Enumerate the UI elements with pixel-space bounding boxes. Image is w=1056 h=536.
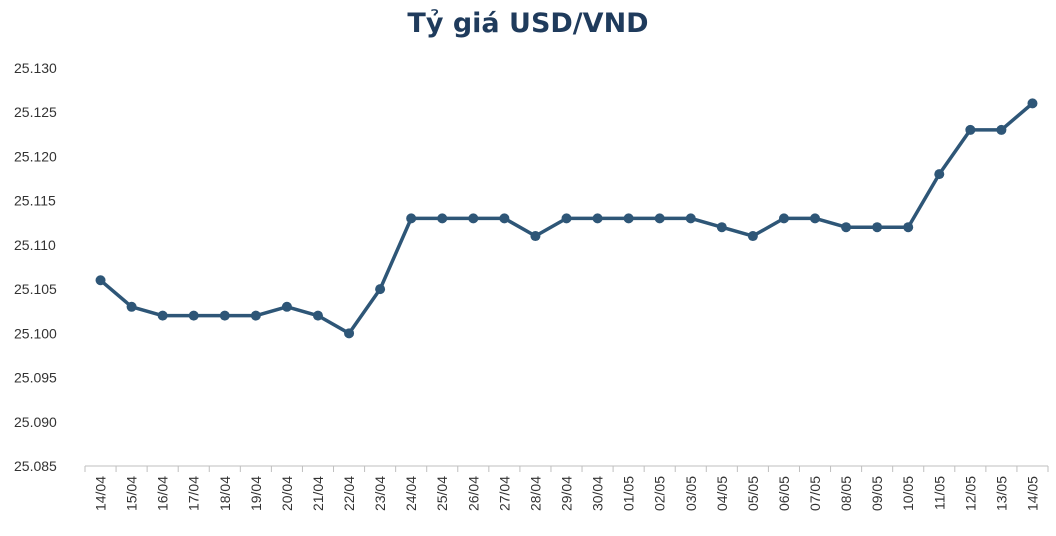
x-tick-label: 26/04 (465, 476, 481, 511)
x-tick-label: 28/04 (527, 476, 543, 511)
data-point (157, 310, 168, 321)
data-point (965, 124, 976, 135)
x-tick-label: 17/04 (186, 476, 202, 511)
x-tick-label: 13/05 (993, 476, 1009, 511)
x-tick-label: 18/04 (217, 476, 233, 511)
data-point (188, 310, 199, 321)
y-tick-label: 25.120 (14, 148, 57, 164)
data-point (872, 222, 883, 233)
x-tick-label: 21/04 (310, 476, 326, 511)
data-point (810, 213, 821, 224)
y-tick-label: 25.105 (14, 281, 57, 297)
x-tick-label: 15/04 (124, 476, 140, 511)
x-tick-label: 24/04 (403, 476, 419, 511)
data-point (592, 213, 603, 224)
data-point (95, 275, 106, 286)
x-tick-label: 03/05 (683, 476, 699, 511)
data-point (654, 213, 665, 224)
data-point (281, 301, 292, 312)
x-tick-label: 16/04 (155, 476, 171, 511)
data-point (996, 124, 1007, 135)
data-point (219, 310, 230, 321)
data-point (747, 231, 758, 242)
x-tick-label: 10/05 (900, 476, 916, 511)
data-point (126, 301, 137, 312)
x-tick-label: 08/05 (838, 476, 854, 511)
data-point (499, 213, 510, 224)
x-tick-label: 04/05 (714, 476, 730, 511)
x-tick-label: 06/05 (776, 476, 792, 511)
x-tick-label: 27/04 (496, 476, 512, 511)
y-tick-label: 25.085 (14, 458, 57, 474)
data-point (375, 284, 386, 295)
y-tick-label: 25.100 (14, 325, 57, 341)
x-tick-label: 11/05 (931, 476, 947, 510)
y-tick-label: 25.110 (14, 237, 56, 253)
data-point (468, 213, 479, 224)
data-point (841, 222, 852, 233)
x-tick-label: 02/05 (652, 476, 668, 511)
y-tick-label: 25.090 (14, 414, 57, 430)
data-point (716, 222, 727, 233)
y-tick-label: 25.095 (14, 370, 57, 386)
x-tick-label: 20/04 (279, 476, 295, 511)
data-point (312, 310, 323, 321)
y-tick-label: 25.115 (14, 193, 56, 209)
y-axis-ticks: 25.085 25.090 25.095 25.100 25.105 25.110 25.1… (14, 60, 57, 474)
data-point (344, 328, 355, 339)
x-tick-label: 29/04 (559, 476, 575, 511)
x-tick-label: 07/05 (807, 476, 823, 511)
chart-title: Tỷ giá USD/VND (407, 8, 649, 39)
x-tick-label: 30/04 (590, 476, 606, 511)
x-tick-label: 01/05 (621, 476, 637, 511)
x-tick-label: 22/04 (341, 476, 357, 511)
data-point (934, 169, 945, 180)
x-tick-label: 12/05 (962, 476, 978, 511)
data-point (561, 213, 572, 224)
data-point (1027, 98, 1038, 109)
data-point (623, 213, 634, 224)
x-tick-label: 19/04 (248, 476, 264, 511)
y-tick-label: 25.130 (14, 60, 57, 76)
data-point (530, 231, 541, 242)
y-tick-label: 25.125 (14, 104, 57, 120)
data-point (903, 222, 914, 233)
x-axis-ticks: 14/04 15/04 16/04 17/04 18/04 19/04 20/04 21/04… (93, 476, 1041, 511)
x-tick-label: 25/04 (434, 476, 450, 511)
series-layer (95, 98, 1038, 339)
data-point (250, 310, 261, 321)
data-point (685, 213, 696, 224)
x-tick-label: 23/04 (372, 476, 388, 511)
x-tick-label: 14/04 (93, 476, 109, 511)
x-tick-label: 05/05 (745, 476, 761, 511)
x-tick-label: 09/05 (869, 476, 885, 511)
data-point (778, 213, 789, 224)
data-point (406, 213, 417, 224)
data-point (437, 213, 448, 224)
x-tick-label: 14/05 (1024, 476, 1040, 511)
x-axis (84, 465, 1049, 472)
